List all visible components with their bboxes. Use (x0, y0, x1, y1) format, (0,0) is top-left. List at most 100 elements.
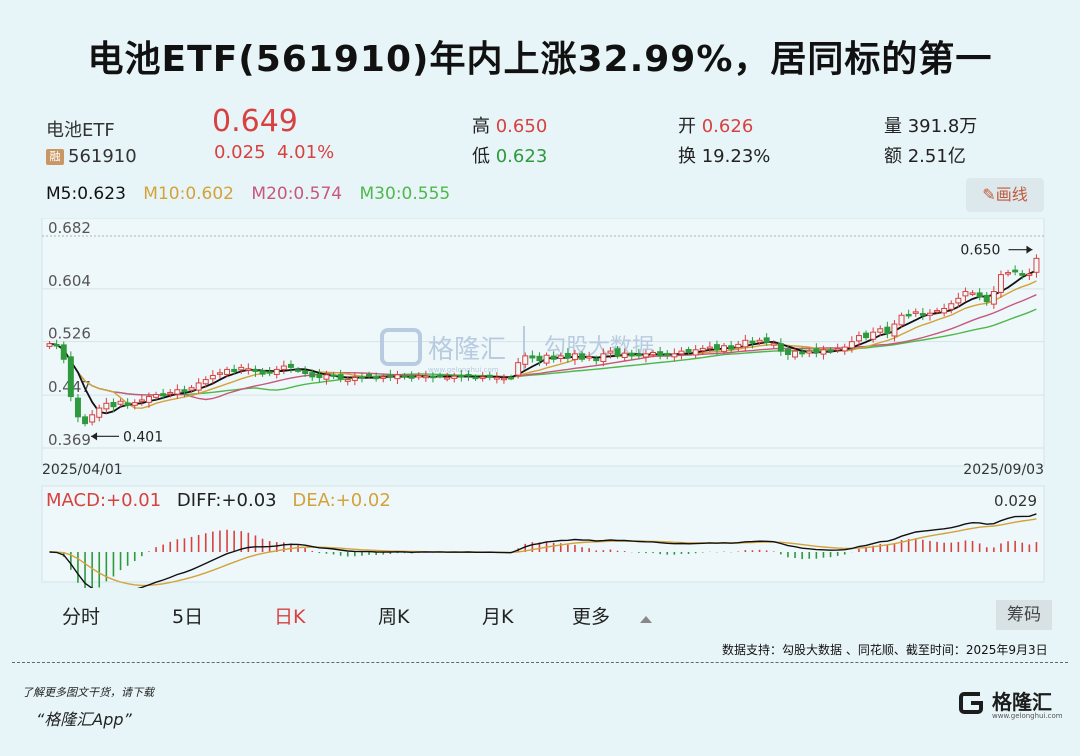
volume-label: 量 (884, 116, 902, 137)
candle-body (983, 294, 990, 303)
brand-logo-icon (959, 692, 983, 714)
watermark-brand: 格隆汇 (428, 335, 506, 365)
candle-body (387, 374, 394, 378)
low-label: 低 (472, 146, 490, 167)
ma20-label: M20:0.574 (251, 184, 343, 204)
candle-body (472, 376, 479, 380)
candle-body (188, 387, 195, 391)
open-label: 开 (678, 116, 696, 137)
candle-body (231, 368, 238, 372)
candle-body (792, 350, 799, 358)
dea-value: DEA:+0.02 (292, 490, 391, 511)
candle-body (401, 375, 408, 378)
candle-body (394, 374, 401, 380)
amount-stat: 额 2.51亿 (884, 142, 966, 168)
candle-body (678, 350, 685, 355)
candle-body (621, 352, 628, 359)
price-annotations: 0.401 0.650 (91, 243, 1033, 445)
candle-body (855, 335, 862, 342)
candle-body (870, 331, 877, 340)
change-pct: 4.01% (276, 142, 335, 163)
candle-body (827, 349, 834, 352)
candle-body (309, 372, 316, 378)
tab-weekly-k[interactable]: 周K (378, 606, 410, 628)
draw-line-label: 画线 (995, 185, 1028, 204)
candle-body (671, 353, 678, 358)
watermark-logo-icon (380, 328, 422, 366)
candle-body (997, 274, 1004, 293)
candle-body (600, 353, 607, 362)
footer-divider (12, 662, 1068, 663)
candle-body (238, 366, 245, 371)
candle-body (458, 374, 465, 378)
y-tick-label: 0.526 (48, 325, 91, 343)
dea-line (49, 518, 1037, 587)
candle-body (848, 341, 855, 349)
chip-distribution-button[interactable]: 筹码 (996, 600, 1052, 630)
footer-note: 了解更多图文干货，请下载 (22, 686, 154, 699)
volume-value: 391.8万 (907, 116, 978, 137)
end-date: 2025/09/03 (963, 462, 1044, 478)
candle-body (692, 349, 699, 356)
footer-app-name: “格隆汇App” (36, 710, 132, 729)
candle-body (863, 332, 870, 339)
candle-body (344, 379, 351, 382)
candle-body (479, 376, 486, 379)
candle-body (351, 377, 358, 381)
candle-body (657, 351, 664, 357)
candle-body (508, 376, 515, 380)
candle-body (593, 358, 600, 362)
candle-body (209, 375, 216, 380)
candle-body (117, 400, 124, 405)
ma30-label: M30:0.555 (359, 184, 451, 204)
candle-body (302, 370, 309, 374)
tab-more[interactable]: 更多 (572, 606, 611, 628)
candle-body (167, 391, 174, 395)
candle-body (905, 313, 912, 317)
amount-value: 2.51亿 (907, 146, 966, 167)
candle-body (96, 407, 103, 418)
margin-badge: 融 (46, 149, 64, 165)
candle-body (635, 353, 642, 357)
tab-5day[interactable]: 5日 (172, 606, 204, 628)
candle-body (884, 326, 891, 335)
candle-body (777, 343, 784, 352)
macd-legend: MACD:+0.01 DIFF:+0.03 DEA:+0.02 (46, 490, 401, 511)
tab-daily-k[interactable]: 日K (274, 606, 306, 628)
tab-monthly-k[interactable]: 月K (482, 606, 514, 628)
y-tick-label: 0.604 (48, 272, 91, 290)
more-caret-icon[interactable] (640, 616, 652, 623)
ma30-line (49, 308, 1037, 396)
candle-body (89, 414, 96, 423)
high-stat: 高 0.650 (472, 112, 547, 138)
candle-body (486, 374, 493, 378)
draw-line-button[interactable]: ✎画线 (966, 178, 1044, 212)
candle-body (110, 401, 117, 408)
candle-body (380, 376, 387, 379)
price-gridlines (42, 235, 1044, 449)
min-arrow-head (91, 432, 98, 441)
diff-line (49, 513, 1037, 588)
tab-intraday[interactable]: 分时 (62, 606, 101, 628)
max-arrow-head (1026, 245, 1033, 254)
candle-body (685, 349, 692, 353)
candle-body (564, 352, 571, 359)
candle-body (366, 373, 373, 377)
candle-body (990, 291, 997, 305)
candle-body (1005, 272, 1012, 275)
candle-body (976, 292, 983, 298)
candle-body (138, 399, 145, 402)
candle-body (841, 346, 848, 352)
macd-value: MACD:+0.01 (46, 490, 162, 511)
candle-body (74, 397, 81, 418)
fund-code-text: 561910 (68, 146, 137, 167)
candle-body (891, 323, 898, 337)
high-label: 高 (472, 116, 490, 137)
candle-body (522, 355, 529, 365)
candle-body (941, 307, 948, 314)
candlesticks (46, 254, 1040, 427)
candle-body (67, 356, 74, 398)
candle-body (160, 393, 167, 397)
candle-body (415, 375, 422, 378)
